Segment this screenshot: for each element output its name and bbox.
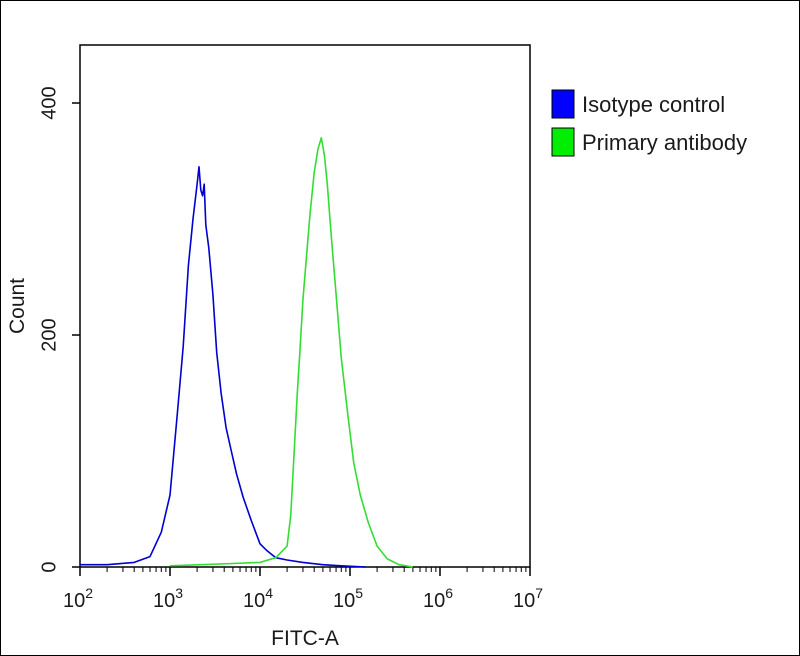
- x-tick-label: 106: [423, 585, 453, 612]
- x-tick-label: 105: [333, 585, 363, 612]
- legend-label-1: Primary antibody: [582, 130, 747, 155]
- x-tick-label: 107: [513, 585, 543, 612]
- y-tick-label: 200: [38, 318, 60, 351]
- y-tick-label: 400: [38, 86, 60, 119]
- legend-label-0: Isotype control: [582, 92, 725, 117]
- series-line-1: [169, 137, 414, 568]
- legend: Isotype control Primary antibody: [551, 89, 747, 157]
- x-tick-label: 104: [243, 585, 273, 612]
- series-layer: [80, 137, 414, 568]
- legend-swatch-1: [551, 127, 575, 157]
- x-tick-label: 103: [153, 585, 183, 612]
- x-tick-label: 102: [63, 585, 93, 612]
- x-axis: 102 103 104 105 106 107: [63, 567, 543, 612]
- series-line-0: [80, 166, 366, 568]
- y-tick-label: 0: [38, 561, 60, 572]
- x-axis-label: FITC-A: [271, 627, 339, 650]
- legend-swatch-0: [551, 89, 575, 119]
- plot-area: [79, 44, 531, 568]
- y-axis-label: Count: [6, 278, 29, 334]
- y-axis: 0 200 400: [38, 86, 80, 573]
